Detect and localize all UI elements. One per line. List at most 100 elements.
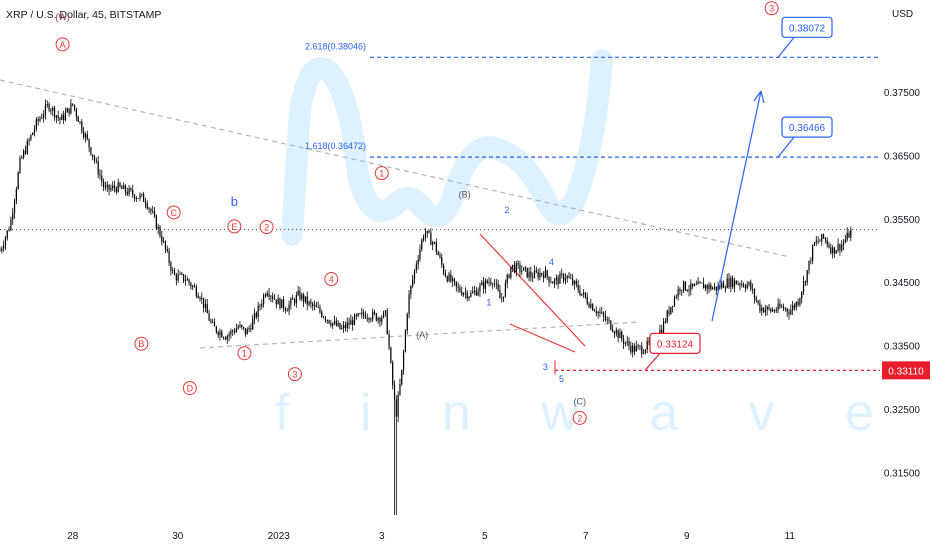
candle-body (835, 250, 837, 254)
candle-body (552, 282, 554, 284)
candle-body (90, 147, 92, 155)
candle-body (148, 208, 150, 210)
candle-body (12, 213, 14, 220)
candle-body (59, 117, 61, 121)
candle-body (119, 182, 121, 187)
candle-body (99, 174, 101, 176)
candle-body (484, 280, 487, 289)
time-tick-label: 28 (67, 531, 79, 542)
candle-body (352, 320, 354, 325)
candle-body (784, 308, 786, 310)
candle-body (177, 274, 179, 281)
candle-body (133, 194, 136, 200)
candle-body (497, 284, 499, 291)
candle-body (335, 320, 337, 326)
target-box (781, 116, 833, 138)
candle-body (746, 284, 748, 289)
candle-body (408, 294, 410, 315)
candle-body (233, 331, 236, 333)
candle-body (575, 281, 577, 285)
candle-body (726, 278, 728, 288)
candle-body (112, 185, 114, 189)
candle-body (190, 283, 192, 287)
candle-body (777, 303, 779, 311)
candle-body (828, 244, 830, 248)
price-axis[interactable]: 0.31500 0.32500 0.33500 0.34500 0.35500 0.365… (882, 88, 930, 479)
wave-label: 3 (543, 362, 548, 372)
candle-body (782, 306, 785, 309)
wave-label: 1 (486, 297, 491, 307)
invalidation-box (649, 332, 701, 354)
candle-body (210, 320, 212, 323)
candle-body (397, 394, 399, 417)
candle-body (150, 208, 152, 212)
candle-body (617, 330, 619, 338)
candle-body (679, 289, 681, 291)
candle-body (219, 331, 221, 336)
candle-body (773, 310, 776, 312)
candle-body (173, 270, 176, 275)
candle-body (344, 325, 347, 329)
candle-body (422, 237, 425, 240)
candle-body (542, 274, 545, 278)
candle-body (364, 315, 367, 319)
candle-body (684, 281, 686, 291)
candle-body (235, 328, 237, 333)
candle-body (559, 273, 561, 284)
candle-body (473, 290, 476, 292)
candle-body (377, 318, 379, 321)
candle-body (757, 300, 759, 304)
candle-body (341, 328, 343, 329)
candle-body (715, 286, 717, 291)
candle-body (584, 292, 586, 298)
candle-body (164, 241, 167, 249)
wave-label-circle (55, 37, 70, 52)
candle-body (821, 234, 823, 241)
candle-body (648, 340, 650, 343)
candle-body (310, 301, 312, 304)
candle-body (626, 341, 628, 343)
candle-body (793, 305, 796, 308)
candle-body (15, 188, 17, 202)
candle-body (453, 278, 456, 282)
candle-body (199, 297, 201, 300)
candle-body (670, 306, 672, 314)
candle-body (512, 264, 514, 267)
candle-body (88, 138, 90, 148)
candle-body (66, 108, 68, 113)
candle-body (43, 114, 45, 118)
candle-body (161, 236, 163, 242)
candle-body (539, 273, 541, 278)
candle-body (582, 292, 585, 294)
candle-body (315, 305, 317, 308)
candle-body (562, 274, 565, 281)
candle-body (110, 188, 112, 190)
candle-body (586, 297, 588, 304)
candle-body (513, 264, 516, 273)
wave-label: 2 (577, 413, 582, 423)
candle-body (612, 329, 614, 332)
candle-body (433, 242, 436, 243)
candle-body (228, 334, 230, 337)
candle-body (544, 270, 546, 278)
wave-label: 5 (559, 374, 564, 384)
candle-body (339, 323, 341, 329)
candle-body (386, 310, 388, 335)
candle-body (492, 283, 494, 285)
wave-label-circle (572, 410, 587, 425)
candle-body (566, 276, 568, 279)
candle-body (272, 296, 274, 299)
candle-body (77, 116, 79, 123)
candle-body (381, 317, 383, 322)
time-axis[interactable]: 28 30 2023 3 5 7 9 11 (67, 531, 795, 542)
candle-body (61, 114, 63, 121)
wave-label: (A) (416, 330, 428, 340)
candle-body (157, 226, 159, 229)
wave-label: 3 (292, 370, 297, 380)
candle-body (279, 298, 281, 309)
wave-label: E (231, 222, 237, 232)
candle-body (73, 104, 76, 110)
candle-body (515, 263, 517, 273)
candle-body (702, 282, 705, 289)
